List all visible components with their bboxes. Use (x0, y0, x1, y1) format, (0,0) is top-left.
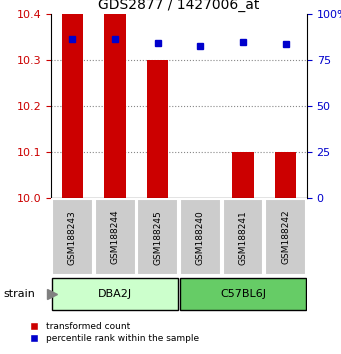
Bar (232, 152, 254, 198)
Bar (104, 14, 126, 198)
Text: GSM188240: GSM188240 (196, 210, 205, 264)
Text: GSM188242: GSM188242 (281, 210, 290, 264)
Text: GSM188243: GSM188243 (68, 210, 77, 264)
Bar (222, 199, 264, 275)
Text: GSM188245: GSM188245 (153, 210, 162, 264)
Title: GDS2877 / 1427006_at: GDS2877 / 1427006_at (98, 0, 260, 12)
Bar (180, 199, 221, 275)
Bar (180, 278, 306, 310)
Text: DBA2J: DBA2J (98, 289, 132, 299)
Bar (62, 14, 83, 198)
Bar (137, 199, 178, 275)
Bar (147, 60, 168, 198)
Bar (94, 199, 136, 275)
Bar (275, 152, 296, 198)
Bar (52, 278, 178, 310)
Text: GSM188244: GSM188244 (110, 210, 120, 264)
Text: strain: strain (3, 289, 35, 299)
Text: GSM188241: GSM188241 (238, 210, 248, 264)
Bar (52, 199, 93, 275)
Bar (265, 199, 306, 275)
Legend: transformed count, percentile rank within the sample: transformed count, percentile rank withi… (21, 319, 203, 347)
Text: C57BL6J: C57BL6J (220, 289, 266, 299)
